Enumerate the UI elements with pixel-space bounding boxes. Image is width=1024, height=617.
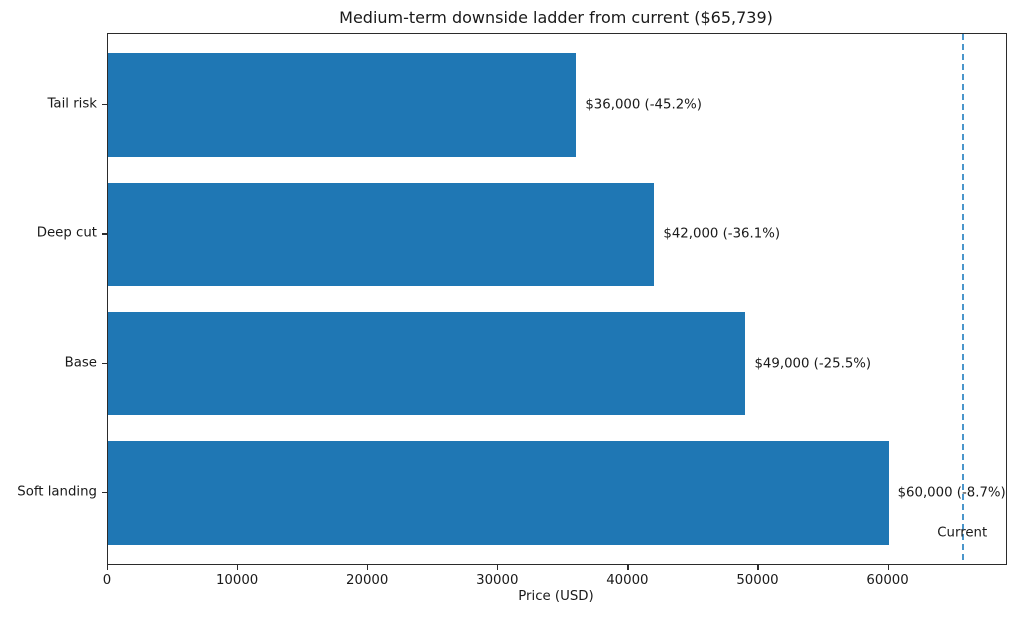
chart-title: Medium-term downside ladder from current… xyxy=(339,8,773,27)
current-line-label: Current xyxy=(937,525,988,541)
plot-area: $36,000 (-45.2%) $42,000 (-36.1%) $49,000 … xyxy=(107,33,1007,565)
bar-value-label: $60,000 (-8.7%) xyxy=(897,485,1006,501)
x-tick-mark xyxy=(757,564,759,570)
x-tick-mark xyxy=(887,564,889,570)
x-tick-label: 50000 xyxy=(736,573,779,588)
x-tick-label: 60000 xyxy=(866,573,909,588)
y-tick-label: Tail risk xyxy=(47,96,97,112)
x-tick-label: 40000 xyxy=(606,573,649,588)
x-tick-mark xyxy=(367,564,369,570)
bar-deep-cut xyxy=(108,182,655,287)
bar-base xyxy=(108,311,746,416)
bar-value-label: $36,000 (-45.2%) xyxy=(585,97,702,113)
y-tick-mark xyxy=(102,104,107,106)
y-tick-mark xyxy=(102,233,107,235)
x-tick-label: 10000 xyxy=(215,573,259,588)
x-tick-label: 20000 xyxy=(346,573,389,588)
bar-tail-risk xyxy=(108,53,577,157)
x-tick-mark xyxy=(627,564,629,570)
y-tick-label: Base xyxy=(64,355,97,371)
bar-value-label: $49,000 (-25.5%) xyxy=(754,356,872,372)
y-tick-label: Soft landing xyxy=(17,484,97,500)
x-axis-label: Price (USD) xyxy=(518,589,594,604)
x-tick-label: 0 xyxy=(102,573,112,588)
x-tick-mark xyxy=(497,564,499,570)
y-tick-mark xyxy=(102,491,107,494)
current-reference-line xyxy=(962,34,965,564)
y-tick-mark xyxy=(102,362,107,364)
x-tick-mark xyxy=(107,564,109,570)
x-tick-label: 30000 xyxy=(476,573,519,588)
bar-value-label: $42,000 (-36.1%) xyxy=(663,226,781,242)
y-tick-label: Deep cut xyxy=(36,225,97,241)
x-tick-mark xyxy=(237,564,239,570)
bar-soft-landing xyxy=(108,441,889,545)
